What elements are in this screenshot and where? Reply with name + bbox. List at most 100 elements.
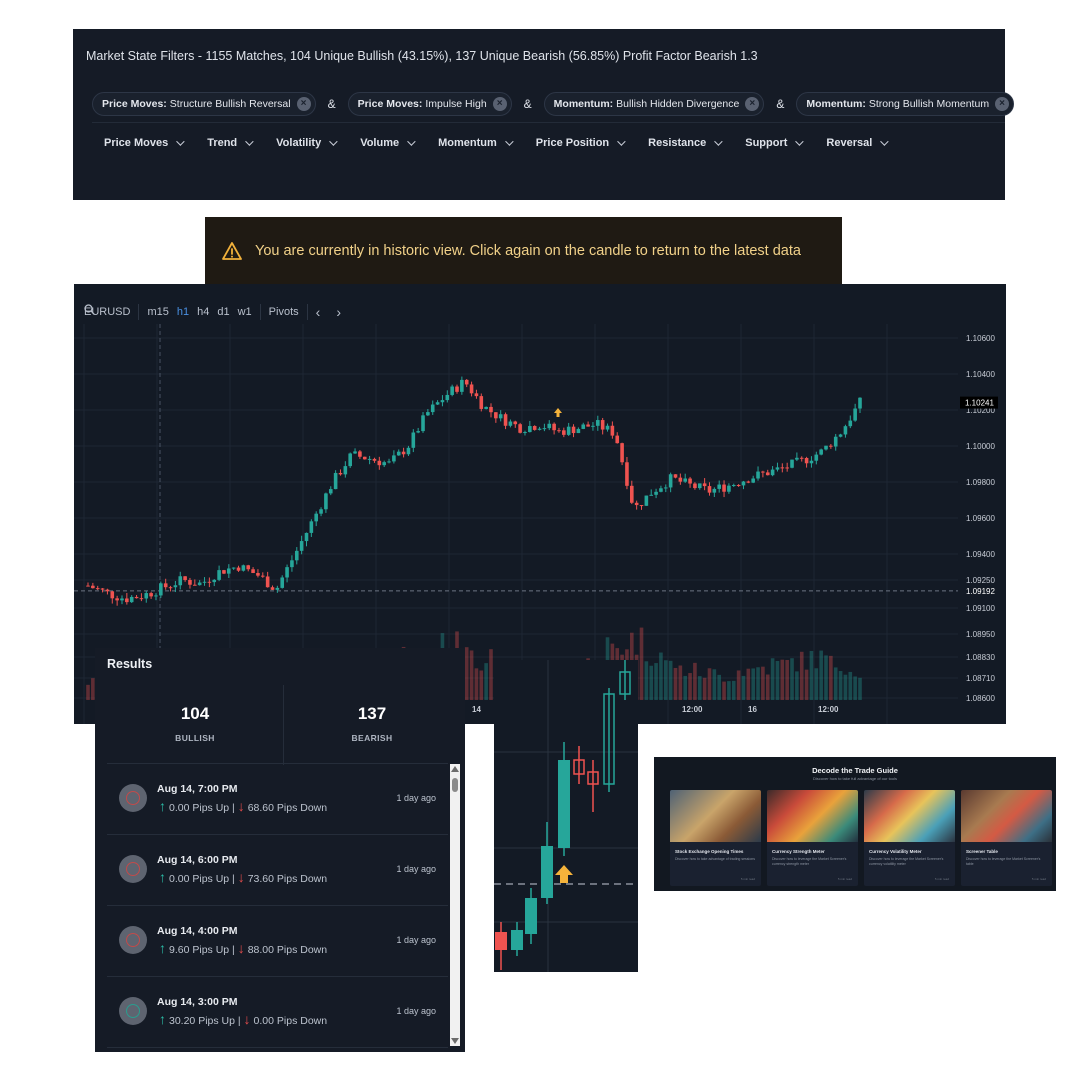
remove-chip-icon[interactable]: × [296, 97, 311, 111]
results-scrollbar[interactable] [450, 764, 460, 1046]
filter-chip-bullish-hidden-divergence[interactable]: Momentum: Bullish Hidden Divergence × [543, 92, 765, 116]
card-footer: 5 min read [837, 877, 852, 881]
candle [829, 445, 833, 447]
filter-chip-strong-bullish-momentum[interactable]: Momentum: Strong Bullish Momentum × [796, 92, 1015, 116]
candle [756, 471, 760, 479]
scroll-up-icon[interactable] [451, 766, 459, 772]
candle [785, 467, 789, 469]
timeframe-h4[interactable]: h4 [197, 306, 210, 318]
candle [280, 577, 285, 588]
volume-bar [848, 671, 853, 700]
candle [275, 587, 280, 590]
zoom-canvas[interactable] [494, 660, 638, 972]
menu-trend[interactable]: Trend [207, 137, 254, 149]
candle [484, 406, 488, 409]
candle [819, 449, 823, 455]
candle [809, 460, 814, 464]
result-row[interactable]: Aug 14, 4:00 PM ↑ 9.60 Pips Up | ↓ 88.00 P… [107, 906, 448, 977]
candle [547, 423, 552, 429]
timeframe-m15[interactable]: m15 [147, 306, 169, 318]
chip-key: Price Moves: [102, 98, 167, 110]
timeframe-h1[interactable]: h1 [176, 306, 190, 318]
filter-chip-impulse-high[interactable]: Price Moves: Impulse High × [347, 92, 512, 116]
candle [843, 426, 848, 435]
remove-chip-icon[interactable]: × [995, 97, 1010, 111]
symbol-search[interactable]: EURUSD [84, 304, 130, 318]
candle [741, 481, 746, 486]
candle [731, 484, 736, 486]
candle [382, 462, 386, 466]
candle [566, 426, 571, 435]
candle [270, 587, 275, 590]
chevron-left-icon[interactable]: ‹ [315, 304, 321, 320]
result-pips: ↑ 9.60 Pips Up | ↓ 88.00 Pips Down [159, 940, 327, 956]
volume-bar [712, 669, 717, 700]
candle [231, 567, 236, 569]
candle [576, 428, 581, 434]
arrow-down-icon: ↓ [237, 940, 245, 956]
result-row[interactable]: Aug 14, 3:00 PM ↑ 30.20 Pips Up | ↓ 0.00 P… [107, 977, 448, 1048]
results-list[interactable]: Aug 14, 7:00 PM ↑ 0.00 Pips Up | ↓ 68.60 P… [107, 763, 448, 1048]
chevron-right-icon[interactable]: › [336, 304, 341, 320]
zoomed-candle-view[interactable] [494, 660, 638, 972]
candle [154, 595, 158, 597]
candle [848, 420, 853, 427]
scroll-down-icon[interactable] [451, 1038, 459, 1044]
volume-bar [707, 668, 712, 700]
result-row[interactable]: Aug 14, 6:00 PM ↑ 0.00 Pips Up | ↓ 73.60 P… [107, 835, 448, 906]
menu-momentum[interactable]: Momentum [438, 137, 514, 149]
guide-card-screener-table[interactable]: Screener Table Discover how to leverage … [961, 790, 1052, 886]
result-row[interactable]: Aug 14, 7:00 PM ↑ 0.00 Pips Up | ↓ 68.60 P… [107, 764, 448, 835]
candle [367, 458, 372, 460]
timeframe-d1[interactable]: d1 [217, 306, 230, 318]
candle [149, 593, 153, 597]
scroll-thumb[interactable] [452, 778, 458, 792]
banner-text: You are currently in historic view. Clic… [255, 243, 801, 259]
chevron-down-icon [176, 137, 185, 146]
card-image [864, 790, 955, 842]
menu-volume[interactable]: Volume [360, 137, 416, 149]
candle [625, 462, 629, 486]
card-footer: 5 min read [1031, 877, 1046, 881]
remove-chip-icon[interactable]: × [745, 97, 760, 111]
candle [639, 505, 644, 507]
warning-icon [222, 242, 242, 260]
chevron-down-icon [880, 137, 889, 146]
candle [620, 443, 624, 463]
menu-price-moves[interactable]: Price Moves [104, 137, 185, 149]
volume-bar [756, 667, 760, 700]
candle [523, 432, 527, 434]
candle [421, 415, 425, 432]
y-tick-label: 1.09600 [966, 514, 995, 523]
menu-reversal[interactable]: Reversal [826, 137, 889, 149]
menu-resistance[interactable]: Resistance [648, 137, 723, 149]
guide-card-strength-meter[interactable]: Currency Strength Meter Discover how to … [767, 790, 858, 886]
remove-chip-icon[interactable]: × [492, 97, 507, 111]
filter-chip-structure-bullish-reversal[interactable]: Price Moves: Structure Bullish Reversal × [92, 92, 316, 116]
volume-bar [819, 650, 823, 700]
trade-guide-panel: Decode the Trade Guide Discover how to t… [654, 757, 1056, 891]
pivots-button[interactable]: Pivots [268, 306, 299, 318]
volume-bar [644, 661, 649, 700]
menu-support[interactable]: Support [745, 137, 805, 149]
candle [508, 421, 513, 426]
volume-bar [702, 677, 707, 700]
results-panel: Results 104 BULLISH 137 BEARISH Aug 14, … [95, 648, 465, 1052]
volume-bar [761, 666, 765, 700]
pips-up: 9.60 Pips Up [169, 944, 230, 956]
guide-card-volatility-meter[interactable]: Currency Volatility Meter Discover how t… [864, 790, 955, 886]
candle [489, 406, 493, 413]
candle [858, 397, 862, 409]
candle [290, 560, 294, 568]
menu-price-position[interactable]: Price Position [536, 137, 626, 149]
volume-bar [833, 667, 838, 700]
timeframe-w1[interactable]: w1 [237, 306, 252, 318]
filters-summary: Market State Filters - 1155 Matches, 104… [86, 49, 758, 63]
menu-volatility[interactable]: Volatility [276, 137, 338, 149]
filter-category-menus: Price Moves Trend Volatility Volume Mome… [104, 137, 911, 149]
x-tick-label: 14 [472, 705, 481, 714]
guide-card-stock-exchange[interactable]: Stock Exchange Opening Times Discover ho… [670, 790, 761, 886]
menu-label: Trend [207, 137, 238, 149]
candle [372, 458, 377, 461]
arrow-down-icon: ↓ [237, 798, 245, 814]
